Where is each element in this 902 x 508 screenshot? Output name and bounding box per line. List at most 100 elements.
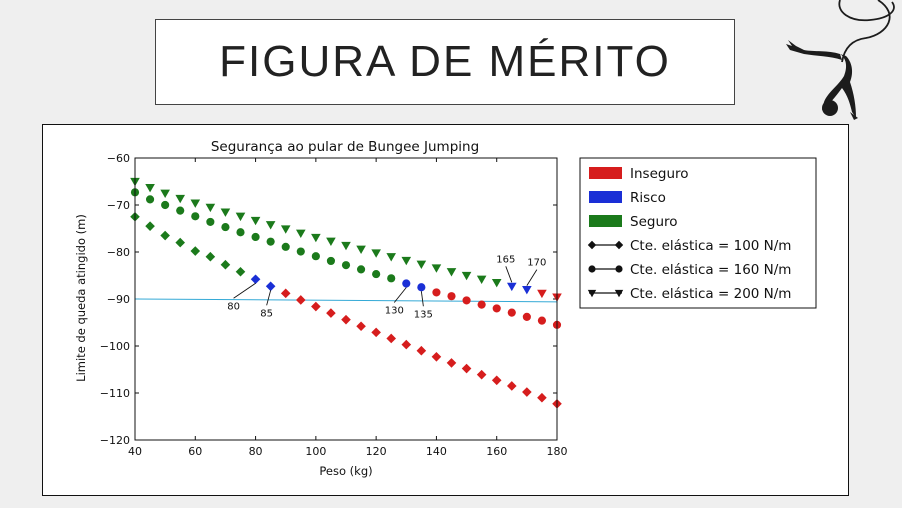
legend-entry: Risco	[589, 190, 666, 206]
data-point	[145, 184, 155, 193]
jumper-silhouette	[786, 40, 858, 120]
data-point	[266, 237, 275, 246]
slide-title: FIGURA DE MÉRITO	[219, 37, 671, 86]
annotation: 165	[496, 254, 515, 283]
data-point	[371, 327, 381, 338]
data-point	[280, 288, 291, 299]
data-point	[341, 261, 351, 270]
data-point	[341, 314, 351, 325]
annotation: 80	[227, 282, 256, 312]
data-point	[221, 223, 230, 232]
data-point	[447, 292, 456, 301]
data-point	[522, 387, 532, 397]
threshold-line	[134, 298, 558, 303]
legend-marker	[614, 289, 624, 298]
legend-label: Cte. elástica = 200 N/m	[630, 286, 791, 302]
y-tick-label: −100	[100, 340, 130, 353]
data-point	[190, 199, 201, 208]
data-point	[175, 194, 186, 204]
legend-label: Risco	[630, 190, 666, 206]
legend-label: Cte. elástica = 100 N/m	[630, 238, 791, 254]
data-point	[476, 275, 487, 285]
data-point	[446, 358, 457, 368]
annotation-leader	[420, 291, 424, 307]
data-point	[507, 308, 516, 317]
data-point	[431, 264, 442, 273]
x-tick-label: 60	[188, 445, 202, 458]
data-point	[265, 281, 276, 292]
data-point	[446, 268, 457, 277]
data-point	[341, 241, 351, 251]
data-point	[386, 253, 397, 262]
data-point	[206, 217, 215, 226]
data-point	[296, 247, 305, 256]
data-point	[326, 308, 336, 318]
legend-marker	[588, 265, 596, 273]
y-tick-label: −70	[107, 199, 130, 212]
legend-marker	[615, 265, 623, 273]
data-point	[251, 232, 260, 242]
data-point	[250, 216, 261, 226]
data-point	[161, 200, 170, 210]
data-point	[356, 245, 366, 254]
data-point	[537, 392, 547, 403]
y-tick-label: −110	[100, 387, 130, 400]
legend-label: Inseguro	[630, 166, 689, 182]
annotation-label: 130	[385, 305, 404, 316]
data-point	[416, 345, 427, 356]
data-point	[432, 288, 441, 297]
legend-entry: Seguro	[589, 214, 678, 230]
x-tick-label: 40	[128, 445, 142, 458]
data-point	[280, 225, 291, 234]
annotation-leader	[233, 282, 256, 299]
data-point	[175, 237, 186, 248]
legend-label: Seguro	[630, 214, 678, 230]
legend-marker	[587, 289, 597, 298]
data-point	[537, 316, 547, 325]
data-point	[191, 212, 200, 221]
data-point	[387, 274, 396, 283]
data-point	[401, 339, 412, 350]
legend-marker	[587, 240, 597, 250]
data-point	[235, 212, 246, 222]
data-point	[160, 189, 170, 199]
annotation: 85	[260, 290, 273, 319]
data-point	[160, 230, 170, 241]
y-tick-label: −90	[107, 293, 130, 306]
data-point	[311, 233, 321, 243]
data-point	[461, 363, 472, 374]
data-point	[372, 270, 381, 279]
y-tick-label: −80	[107, 246, 130, 259]
legend-entry: Cte. elástica = 200 N/m	[587, 286, 791, 302]
annotation-leader	[393, 287, 407, 303]
bungee-rope	[838, 0, 895, 63]
bungee-jumper-logo	[786, 0, 895, 120]
x-tick-label: 180	[547, 445, 568, 458]
data-point	[462, 296, 471, 305]
x-tick-label: 160	[486, 445, 507, 458]
data-point	[190, 246, 201, 256]
x-tick-label: 100	[305, 445, 326, 458]
data-point	[205, 203, 216, 213]
slide-title-box: FIGURA DE MÉRITO	[155, 19, 735, 105]
data-point	[476, 369, 487, 380]
annotation: 135	[414, 291, 433, 320]
data-point	[236, 228, 245, 237]
data-point	[417, 283, 426, 292]
series-triangle-down	[130, 177, 562, 302]
plot-area-frame	[134, 157, 558, 441]
legend-entry: Cte. elástica = 100 N/m	[587, 238, 791, 254]
bungee-safety-chart: Segurança ao pular de Bungee Jumping Pes…	[74, 139, 817, 478]
data-point	[386, 333, 397, 344]
x-axis-label: Peso (kg)	[319, 464, 372, 478]
annotation: 130	[385, 287, 407, 316]
legend-entry: Cte. elástica = 160 N/m	[588, 262, 791, 278]
annotation-label: 80	[227, 301, 240, 312]
data-point	[506, 282, 517, 292]
data-point	[265, 221, 276, 230]
y-axis-label: Limite de queda atingido (m)	[74, 214, 88, 382]
legend-swatch	[589, 191, 622, 203]
data-point	[371, 249, 381, 258]
legend-swatch	[589, 215, 622, 227]
data-point	[295, 229, 306, 238]
